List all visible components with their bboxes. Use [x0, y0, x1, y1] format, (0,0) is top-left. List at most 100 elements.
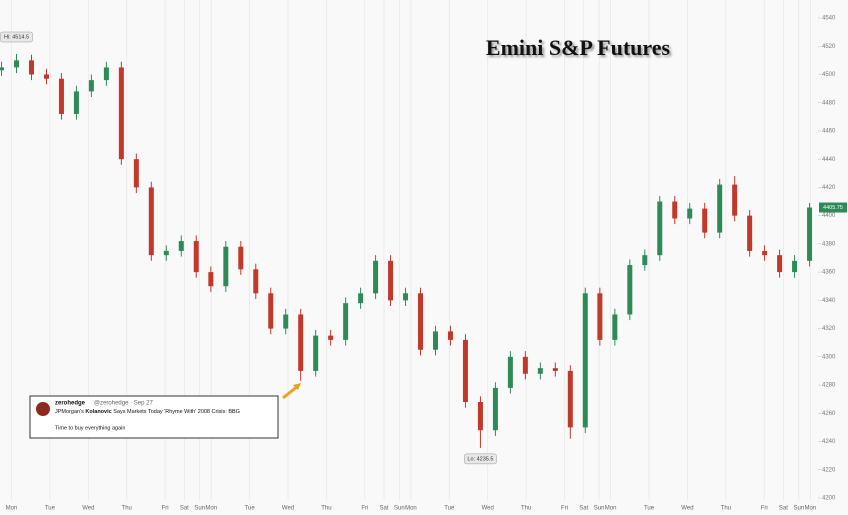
- candle-body: [807, 207, 813, 261]
- y-tick-label: 4340: [822, 298, 836, 304]
- candle-body: [432, 331, 438, 350]
- candle-body: [358, 293, 364, 304]
- candle-body: [283, 314, 289, 329]
- x-tick-label: Mon: [804, 506, 816, 512]
- x-tick-label: Mon: [6, 506, 18, 512]
- candle-body: [777, 255, 783, 273]
- candle-body: [522, 356, 528, 374]
- x-tick-label: Tue: [245, 506, 256, 512]
- candle-body: [73, 91, 79, 114]
- tweet-text-a: JPMorgan's: [55, 409, 85, 415]
- candle-body: [163, 250, 169, 256]
- y-tick-label: 4500: [822, 72, 836, 78]
- candle-body: [28, 60, 34, 75]
- y-tick-label: 4380: [822, 241, 836, 247]
- candle-body: [298, 314, 304, 371]
- candle-body: [178, 241, 184, 251]
- high-label: Hi: 4514.5: [4, 34, 29, 40]
- candle-body: [657, 201, 663, 256]
- arrow: [282, 384, 299, 400]
- candle-body: [88, 80, 94, 92]
- y-tick-label: 4520: [822, 44, 836, 50]
- x-tick-label: Sun: [394, 506, 405, 512]
- candle-body: [313, 335, 319, 371]
- candle-body: [687, 208, 693, 219]
- y-tick-label: 4440: [822, 157, 836, 163]
- candle-body: [403, 293, 409, 301]
- y-tick-label: 4220: [822, 467, 836, 473]
- candle-body: [208, 272, 214, 287]
- x-tick-label: Thu: [321, 506, 331, 512]
- x-tick-label: Sat: [180, 506, 189, 512]
- candle-body: [223, 246, 229, 287]
- candle-body: [462, 339, 468, 402]
- y-tick-label: 4320: [822, 326, 836, 332]
- y-tick-label: 4540: [822, 16, 836, 22]
- x-tick-label: Sun: [194, 506, 205, 512]
- x-tick-label: Wed: [482, 506, 494, 512]
- candle-body: [612, 314, 618, 340]
- candle-body: [762, 250, 768, 256]
- candle-body: [597, 293, 603, 340]
- candle-body: [732, 184, 738, 216]
- y-tick-label: 4360: [822, 270, 836, 276]
- x-tick-label: Fri: [361, 506, 368, 512]
- candle-body: [792, 260, 798, 273]
- candle-body: [447, 331, 453, 340]
- candle-body: [103, 67, 109, 81]
- candle-body: [717, 184, 723, 233]
- tweet-handle: @zerohedge · Sep 27: [94, 401, 153, 407]
- candle-body: [0, 67, 5, 71]
- candle-body: [193, 241, 199, 273]
- candles: [0, 54, 813, 448]
- candle-body: [627, 265, 633, 315]
- x-tick-label: Sat: [579, 506, 588, 512]
- tweet-text: JPMorgan's Kolanovic Says Markets Today …: [55, 409, 240, 415]
- candle-body: [328, 335, 334, 340]
- x-tick-label: Fri: [561, 506, 568, 512]
- tweet-text-b: Kolanovic: [85, 409, 111, 415]
- x-tick-label: Thu: [122, 506, 132, 512]
- x-tick-label: Thu: [721, 506, 731, 512]
- candle-body: [118, 67, 124, 160]
- y-tick-label: 4400: [822, 213, 836, 219]
- x-tick-label: Wed: [82, 506, 94, 512]
- candle-body: [507, 356, 513, 388]
- candle-body: [58, 78, 64, 114]
- candle-body: [373, 260, 379, 294]
- x-tick-label: Sun: [793, 506, 804, 512]
- x-tick-label: Sun: [594, 506, 605, 512]
- x-tick-label: Mon: [605, 506, 617, 512]
- y-tick-label: 4280: [822, 383, 836, 389]
- label-box: [464, 453, 497, 465]
- candle-body: [418, 293, 424, 350]
- low-label: Lo: 4235.5: [467, 456, 493, 462]
- y-tick-label: 4260: [822, 411, 836, 417]
- x-tick-label: Tue: [644, 506, 655, 512]
- candle-body: [567, 370, 573, 428]
- chart-title: Emini S&P Futures: [486, 35, 671, 60]
- tweet-body: Time to buy everything again: [55, 425, 125, 431]
- avatar: [36, 402, 50, 416]
- tweet-name: zerohedge: [55, 401, 86, 407]
- x-tick-label: Tue: [45, 506, 56, 512]
- x-tick-label: Wed: [681, 506, 693, 512]
- candle-body: [133, 159, 139, 188]
- y-tick-label: 4460: [822, 129, 836, 135]
- label-box: [0, 31, 33, 43]
- candle-body: [582, 293, 588, 428]
- candle-body: [43, 74, 49, 79]
- x-tick-label: Fri: [761, 506, 768, 512]
- candle-body: [702, 208, 708, 233]
- y-tick-label: 4240: [822, 439, 836, 445]
- x-tick-label: Wed: [282, 506, 294, 512]
- candle-body: [672, 201, 678, 219]
- card: [29, 395, 279, 439]
- candle-body: [747, 215, 753, 251]
- candle-body: [388, 260, 394, 301]
- x-tick-label: Sat: [380, 506, 389, 512]
- candle-body: [253, 269, 259, 294]
- tweet-text-c: Says Markets Today 'Rhyme With' 2008 Cri…: [112, 409, 240, 415]
- y-tick-label: 4420: [822, 185, 836, 191]
